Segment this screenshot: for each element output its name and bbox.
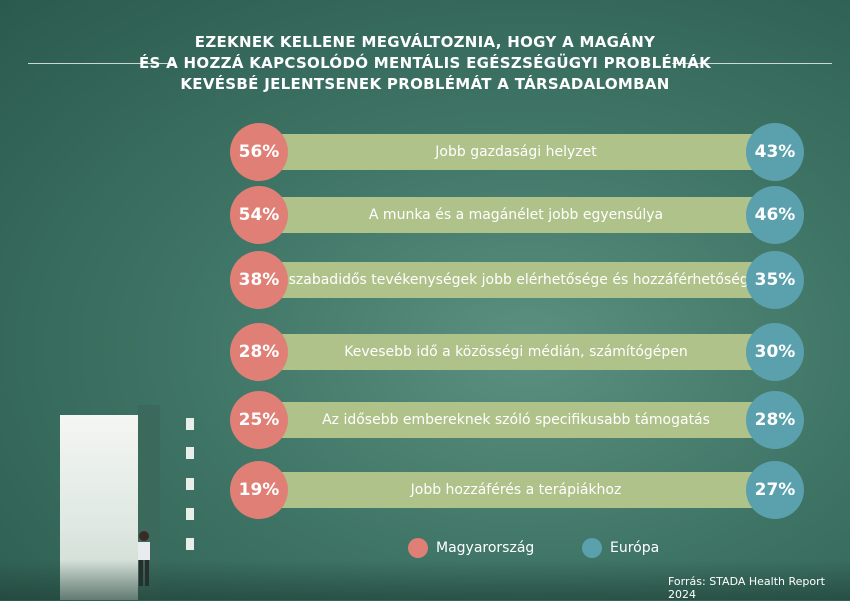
category-bar: Jobb gazdasági helyzet bbox=[258, 134, 774, 170]
category-bar: Jobb hozzáférés a terápiákhoz bbox=[258, 472, 774, 508]
value-hu: 25% bbox=[230, 391, 288, 449]
category-label: A munka és a magánélet jobb egyensúlya bbox=[368, 207, 664, 223]
category-label: Jobb gazdasági helyzet bbox=[435, 144, 597, 160]
category-bar: A munka és a magánélet jobb egyensúlya bbox=[258, 197, 774, 233]
chart-title: EZEKNEK KELLENE MEGVÁLTOZNIA, HOGY A MAG… bbox=[0, 32, 850, 95]
title-line-1: EZEKNEK KELLENE MEGVÁLTOZNIA, HOGY A MAG… bbox=[194, 33, 656, 51]
category-label: Kevesebb idő a közösségi médián, számító… bbox=[344, 344, 688, 360]
value-eu: 35% bbox=[746, 251, 804, 309]
value-eu: 30% bbox=[746, 323, 804, 381]
building-window bbox=[186, 478, 194, 490]
floor-shadow bbox=[0, 560, 850, 600]
category-bar: Az idősebb embereknek szóló specifikusab… bbox=[258, 402, 774, 438]
title-line-2: ÉS A HOZZÁ KAPCSOLÓDÓ MENTÁLIS EGÉSZSÉGÜ… bbox=[138, 54, 712, 72]
value-hu: 54% bbox=[230, 186, 288, 244]
building-window bbox=[186, 447, 194, 459]
title-rule-left bbox=[28, 63, 176, 64]
building-window bbox=[186, 538, 194, 550]
value-eu: 43% bbox=[746, 123, 804, 181]
legend-item-eu: Európa bbox=[582, 538, 659, 558]
legend-dot-eu bbox=[582, 538, 602, 558]
value-eu: 27% bbox=[746, 461, 804, 519]
legend-label-eu: Európa bbox=[610, 540, 660, 556]
category-label: Az idősebb embereknek szóló specifikusab… bbox=[322, 412, 710, 428]
category-label: Jobb hozzáférés a terápiákhoz bbox=[410, 482, 622, 498]
building-window bbox=[186, 418, 194, 430]
category-bar: A szabadidős tevékenységek jobb elérhető… bbox=[258, 262, 774, 298]
building-window bbox=[186, 508, 194, 520]
legend-dot-hu bbox=[408, 538, 428, 558]
value-eu: 46% bbox=[746, 186, 804, 244]
title-rule-right bbox=[672, 63, 832, 64]
category-bar: Kevesebb idő a közösségi médián, számító… bbox=[258, 334, 774, 370]
legend-label-hu: Magyarország bbox=[436, 540, 535, 556]
title-line-3: KEVÉSBÉ JELENTSENEK PROBLÉMÁT A TÁRSADAL… bbox=[180, 75, 670, 93]
value-hu: 56% bbox=[230, 123, 288, 181]
value-hu: 19% bbox=[230, 461, 288, 519]
value-hu: 38% bbox=[230, 251, 288, 309]
value-hu: 28% bbox=[230, 323, 288, 381]
legend-item-hu: Magyarország bbox=[408, 538, 534, 558]
category-label: A szabadidős tevékenységek jobb elérhető… bbox=[274, 272, 758, 288]
value-eu: 28% bbox=[746, 391, 804, 449]
source-note: Forrás: STADA Health Report 2024 bbox=[668, 575, 825, 601]
